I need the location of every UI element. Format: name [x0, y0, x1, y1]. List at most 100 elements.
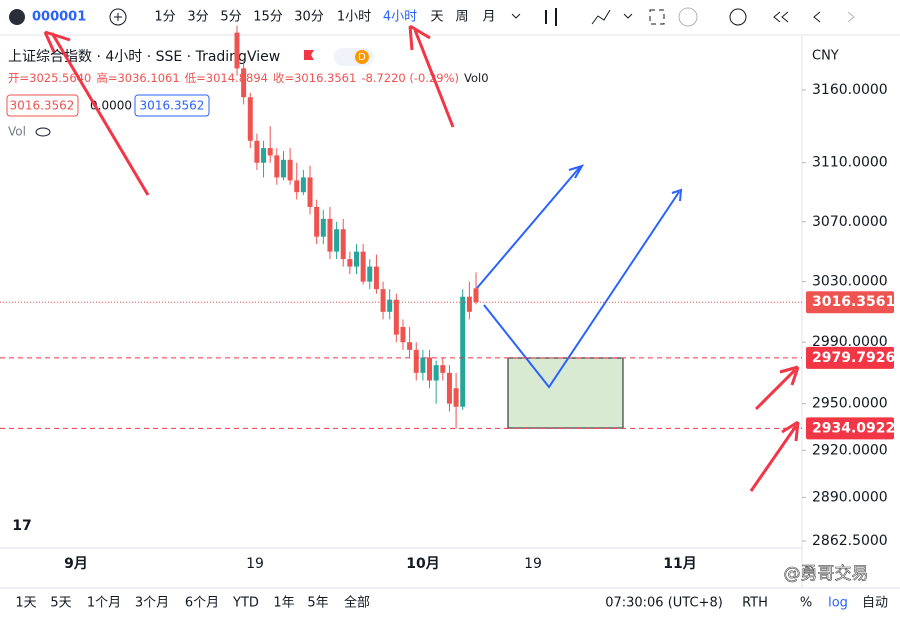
- candle-body: [334, 229, 340, 252]
- interval[interactable]: 4小时: [383, 10, 417, 25]
- interval[interactable]: 1小时: [337, 10, 371, 25]
- blue-arrow: [483, 188, 683, 389]
- interval[interactable]: 周: [455, 10, 468, 25]
- candle-body: [261, 148, 267, 163]
- flag-icon[interactable]: [304, 50, 314, 60]
- candle-body: [400, 327, 406, 343]
- candle-body: [300, 177, 306, 193]
- indicator-dropdown[interactable]: [623, 13, 633, 19]
- d-button[interactable]: [678, 7, 698, 27]
- range-button[interactable]: 全部: [344, 595, 370, 611]
- red-arrow: [43, 30, 150, 196]
- hide-icon[interactable]: [35, 127, 51, 137]
- candle-body: [287, 159, 293, 181]
- alert-icon[interactable]: [729, 8, 747, 26]
- interval[interactable]: 5分: [220, 10, 241, 25]
- currency[interactable]: CNY: [812, 49, 839, 64]
- layout-icon[interactable]: [649, 9, 665, 25]
- vol-label: Vol: [8, 125, 26, 139]
- candle-body: [354, 251, 359, 267]
- undo-icon[interactable]: [813, 11, 821, 23]
- candle-body: [347, 259, 353, 267]
- candle-body: [360, 251, 366, 282]
- watermark: @勇哥交易: [784, 564, 869, 584]
- candle-body: [453, 388, 459, 407]
- symbol-icon[interactable]: [9, 9, 25, 25]
- range-button[interactable]: 1天: [15, 596, 36, 611]
- value-box-text: 3016.3562: [10, 99, 75, 113]
- candle-body: [460, 296, 466, 407]
- time-label: 9月: [64, 556, 88, 572]
- plus-icon: [114, 13, 122, 21]
- ohlc-legend: 开=3025.5640 高=3036.1061 低=3014.8894 收=3016.…: [8, 71, 489, 85]
- level-label: 2979.7926: [812, 350, 895, 366]
- candle-body: [294, 180, 300, 193]
- candle-body: [247, 97, 253, 141]
- range-button[interactable]: 5年: [307, 596, 328, 611]
- ohlc-item: -8.7220 (-0.29%): [361, 71, 459, 85]
- candle-body: [407, 342, 413, 350]
- log-toggle[interactable]: log: [828, 596, 848, 611]
- candle-body: [340, 229, 346, 260]
- range-button[interactable]: YTD: [232, 596, 259, 611]
- candle-body: [427, 357, 433, 381]
- candle-body: [440, 365, 446, 373]
- add-symbol[interactable]: [109, 8, 127, 26]
- redo-icon[interactable]: [847, 11, 855, 23]
- candle-body: [393, 299, 399, 335]
- candle-body: [280, 159, 286, 178]
- candle-body: [413, 349, 419, 373]
- interval-dropdown[interactable]: [511, 13, 521, 19]
- interval[interactable]: 天: [430, 10, 443, 25]
- candle-body: [380, 289, 386, 312]
- interval[interactable]: 月: [482, 10, 495, 25]
- tv-logo[interactable]: [8, 514, 38, 538]
- candle-body: [241, 68, 247, 98]
- value-box-text: 3016.3562: [140, 99, 205, 113]
- candle-body: [367, 266, 373, 282]
- time-label: 10月: [406, 556, 439, 572]
- legend-title: 上证综合指数 · 4小时 · SSE · TradingView: [8, 49, 280, 65]
- auto-toggle[interactable]: 自动: [862, 596, 888, 611]
- price-label: 3070.0000: [812, 214, 888, 230]
- time-label: 19: [246, 556, 264, 572]
- level-label: 2934.0922: [812, 420, 895, 436]
- clock: 07:30:06 (UTC+8): [605, 596, 723, 611]
- interval[interactable]: 1分: [154, 10, 175, 25]
- range-button[interactable]: 6个月: [185, 596, 219, 611]
- candle-body: [420, 357, 426, 373]
- price-label: 2950.0000: [812, 396, 888, 412]
- interval[interactable]: 3分: [187, 10, 208, 25]
- candle-body: [446, 372, 452, 404]
- price-label: 2862.5000: [812, 533, 888, 549]
- ohlc-item: Vol0: [464, 71, 489, 85]
- candle-body: [473, 288, 479, 303]
- replay-icon[interactable]: [773, 11, 789, 23]
- range-button[interactable]: 1年: [273, 596, 294, 611]
- value-text: 0.0000: [90, 99, 132, 113]
- indicators-icon[interactable]: [591, 9, 611, 25]
- badge-dot: [355, 50, 369, 64]
- ohlc-item: 高=3036.1061: [96, 71, 179, 85]
- range-button[interactable]: 3个月: [135, 596, 169, 611]
- symbol[interactable]: 000001: [32, 10, 86, 25]
- range-button[interactable]: 5天: [50, 596, 71, 611]
- range-button[interactable]: 1个月: [87, 596, 121, 611]
- price-label: 2990.0000: [812, 334, 888, 350]
- interval[interactable]: 15分: [253, 10, 283, 25]
- level-label: 3016.3561: [812, 294, 895, 310]
- interval[interactable]: 30分: [294, 10, 324, 25]
- candle-body: [387, 299, 393, 312]
- target-box: [507, 357, 624, 429]
- red-arrow: [408, 24, 455, 128]
- candle-body: [234, 32, 240, 69]
- session[interactable]: RTH: [742, 596, 768, 611]
- time-label: 19: [524, 556, 542, 572]
- time-label: 11月: [663, 556, 696, 572]
- ohlc-item: 低=3014.8894: [185, 71, 268, 85]
- chart-type-icon[interactable]: [545, 8, 557, 26]
- tv-logo-text: 17: [12, 518, 31, 534]
- price-label: 2890.0000: [812, 489, 888, 505]
- percent-toggle[interactable]: %: [800, 596, 812, 611]
